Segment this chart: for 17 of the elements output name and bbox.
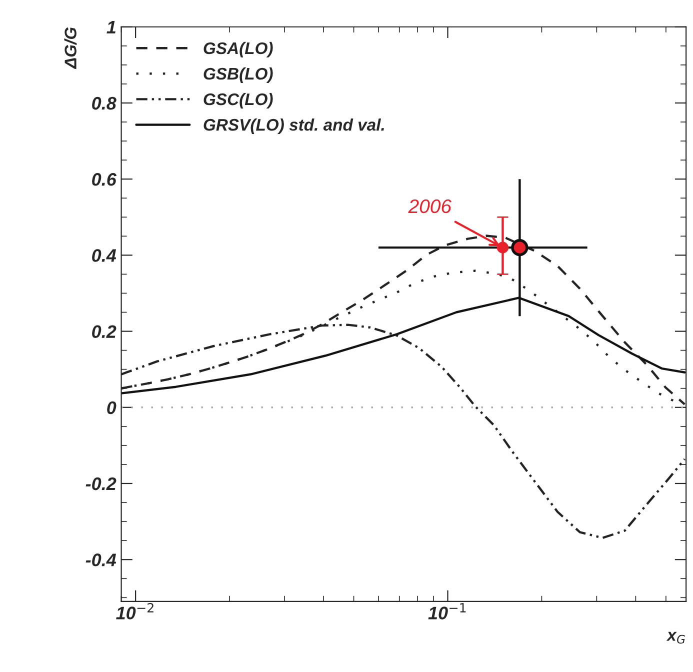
- y-tick-label: -0.2: [86, 477, 116, 490]
- y-tick-label: 0.4: [92, 249, 116, 262]
- y-tick-label: -0.4: [86, 554, 116, 566]
- annotation: 2006: [408, 199, 452, 214]
- legend-label: GSB(LO): [204, 67, 273, 83]
- y-tick-label: 0: [107, 401, 116, 414]
- x-tick-label: 10$^{−2}$: [116, 602, 154, 620]
- legend-label: GSC(LO): [204, 92, 273, 108]
- y-tick-label: 0.6: [92, 173, 117, 186]
- y-tick-label: 0.8: [92, 96, 116, 110]
- legend-label: GSA(LO): [204, 42, 273, 58]
- legend-label: GRSV(LO) std. and val.: [204, 118, 384, 134]
- x-axis-title: x$_{G}$: [666, 632, 685, 644]
- y-tick-label: 1: [106, 21, 116, 34]
- y-tick-label: 0.2: [92, 325, 116, 338]
- x-tick-label: 10$^{−1}$: [428, 603, 466, 620]
- y-axis-title: ΔG/G: [64, 27, 77, 70]
